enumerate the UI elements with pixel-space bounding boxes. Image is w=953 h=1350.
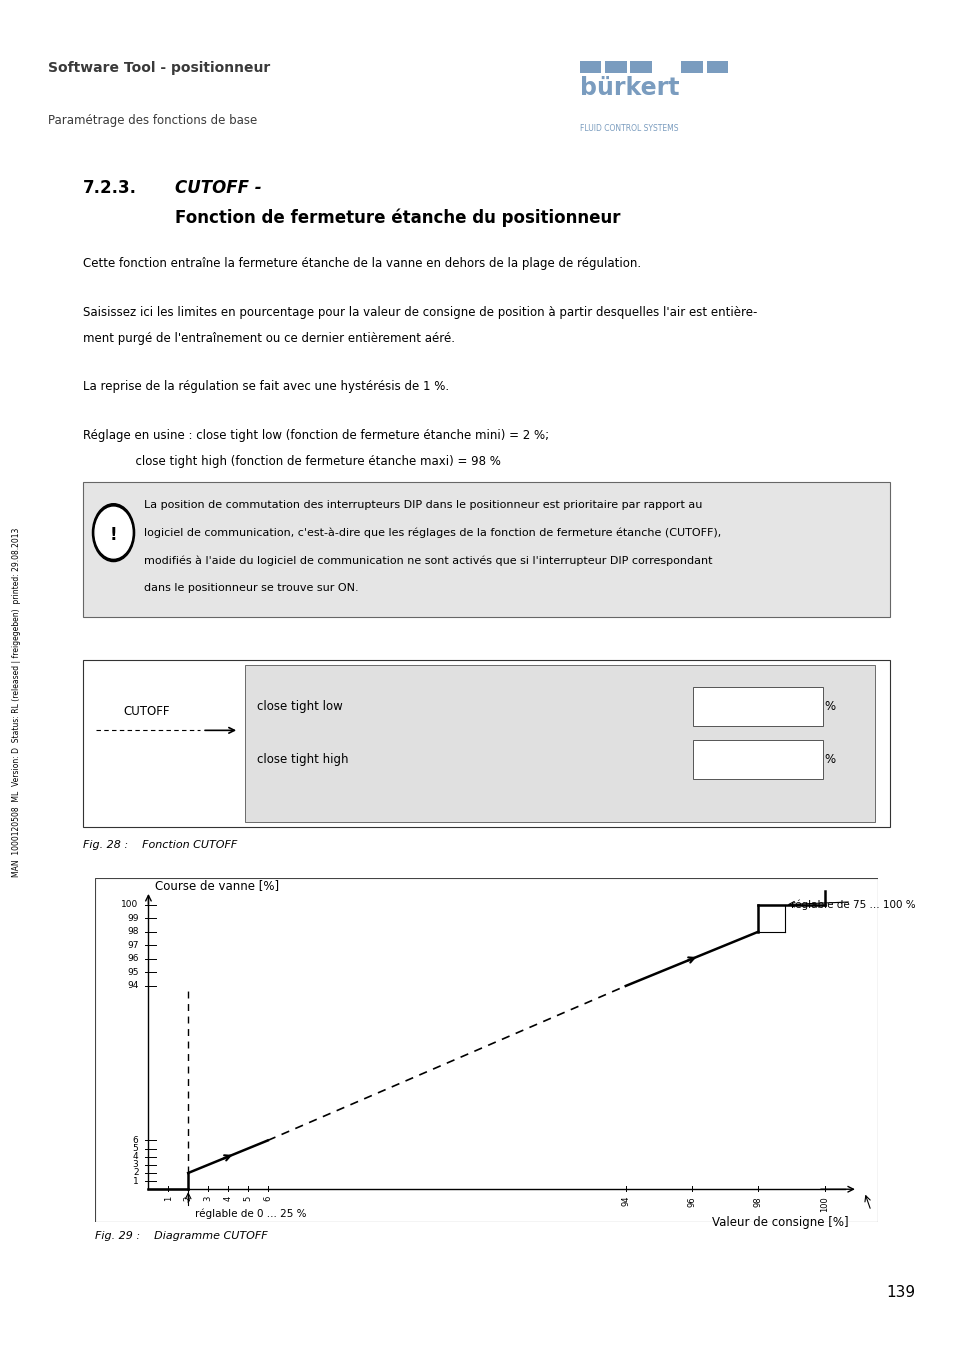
Bar: [95, 878, 877, 1222]
Text: close tight low: close tight low: [256, 699, 342, 713]
Text: CUTOFF: CUTOFF: [124, 705, 170, 718]
Text: réglable de 75 ... 100 %: réglable de 75 ... 100 %: [791, 899, 915, 910]
Text: MAN  1000120508  ML  Version: D  Status: RL (released | freigegeben)  printed: 2: MAN 1000120508 ML Version: D Status: RL …: [12, 528, 21, 876]
Text: %: %: [823, 753, 835, 765]
Text: close tight high (fonction de fermeture étanche maxi) = 98 %: close tight high (fonction de fermeture …: [83, 455, 500, 468]
Text: 4: 4: [132, 1152, 138, 1161]
Bar: [579, 61, 600, 73]
Text: 99: 99: [127, 914, 138, 922]
Text: 2: 2: [805, 699, 813, 713]
Text: logiciel de communication, c'est-à-dire que les réglages de la fonction de ferme: logiciel de communication, c'est-à-dire …: [144, 528, 720, 539]
Bar: [692, 740, 821, 779]
Text: modifiés à l'aide du logiciel de communication ne sont activés que si l'interrup: modifiés à l'aide du logiciel de communi…: [144, 556, 712, 566]
Bar: [692, 687, 821, 725]
Text: 98: 98: [753, 1196, 762, 1207]
Text: 97: 97: [127, 941, 138, 950]
Bar: [83, 660, 889, 826]
Text: Cette fonction entraîne la fermeture étanche de la vanne en dehors de la plage d: Cette fonction entraîne la fermeture éta…: [83, 258, 640, 270]
Text: 5: 5: [243, 1196, 253, 1202]
Text: 6: 6: [263, 1196, 272, 1202]
Text: 96: 96: [127, 954, 138, 964]
Text: Réglage en usine : close tight low (fonction de fermeture étanche mini) = 2 %;: Réglage en usine : close tight low (fonc…: [83, 428, 548, 441]
Text: Fig. 29 :    Diagramme CUTOFF: Fig. 29 : Diagramme CUTOFF: [95, 1231, 268, 1241]
Text: 94: 94: [620, 1196, 630, 1207]
Bar: [680, 61, 702, 73]
Text: 139: 139: [885, 1285, 915, 1300]
Text: La reprise de la régulation se fait avec une hystérésis de 1 %.: La reprise de la régulation se fait avec…: [83, 381, 449, 393]
Text: français: français: [452, 1324, 501, 1338]
Text: 6: 6: [132, 1135, 138, 1145]
Text: La position de commutation des interrupteurs DIP dans le positionneur est priori: La position de commutation des interrupt…: [144, 500, 701, 510]
Text: 3: 3: [132, 1161, 138, 1169]
Text: Software Tool - positionneur: Software Tool - positionneur: [48, 61, 270, 74]
Text: bürkert: bürkert: [579, 76, 679, 100]
Text: 5: 5: [132, 1143, 138, 1153]
Text: Course de vanne [%]: Course de vanne [%]: [155, 879, 279, 892]
Text: 1: 1: [164, 1196, 172, 1202]
Text: 94: 94: [127, 981, 138, 991]
Bar: [83, 482, 889, 617]
Text: CUTOFF -: CUTOFF -: [174, 178, 261, 197]
Text: Paramétrage des fonctions de base: Paramétrage des fonctions de base: [48, 113, 256, 127]
Text: 98: 98: [799, 753, 813, 765]
Text: 3: 3: [203, 1196, 213, 1202]
Text: FLUID CONTROL SYSTEMS: FLUID CONTROL SYSTEMS: [579, 124, 678, 134]
Text: 100: 100: [121, 900, 138, 909]
Text: 96: 96: [687, 1196, 696, 1207]
Text: réglable de 0 ... 25 %: réglable de 0 ... 25 %: [194, 1208, 306, 1219]
Text: dans le positionneur se trouve sur ON.: dans le positionneur se trouve sur ON.: [144, 583, 358, 593]
Text: 100: 100: [820, 1196, 828, 1212]
Text: 2: 2: [132, 1169, 138, 1177]
Text: Fonction de fermeture étanche du positionneur: Fonction de fermeture étanche du positio…: [174, 208, 619, 227]
Text: close tight high: close tight high: [256, 753, 348, 765]
Text: 7.2.3.: 7.2.3.: [83, 178, 136, 197]
Text: Fig. 28 :    Fonction CUTOFF: Fig. 28 : Fonction CUTOFF: [83, 841, 236, 850]
Text: 1: 1: [132, 1177, 138, 1185]
Bar: [630, 61, 652, 73]
Bar: [604, 61, 626, 73]
Text: 2: 2: [184, 1196, 193, 1202]
Text: !: !: [110, 526, 117, 544]
Text: Valeur de consigne [%]: Valeur de consigne [%]: [711, 1216, 847, 1230]
Text: ment purgé de l'entraînement ou ce dernier entièrement aéré.: ment purgé de l'entraînement ou ce derni…: [83, 332, 455, 346]
Circle shape: [92, 504, 134, 562]
Text: Saisissez ici les limites en pourcentage pour la valeur de consigne de position : Saisissez ici les limites en pourcentage…: [83, 305, 757, 319]
Text: 4: 4: [223, 1196, 233, 1202]
Text: 95: 95: [127, 968, 138, 977]
Bar: [706, 61, 727, 73]
Text: %: %: [823, 699, 835, 713]
Text: 98: 98: [127, 927, 138, 936]
Circle shape: [95, 508, 132, 558]
Bar: [245, 666, 875, 822]
